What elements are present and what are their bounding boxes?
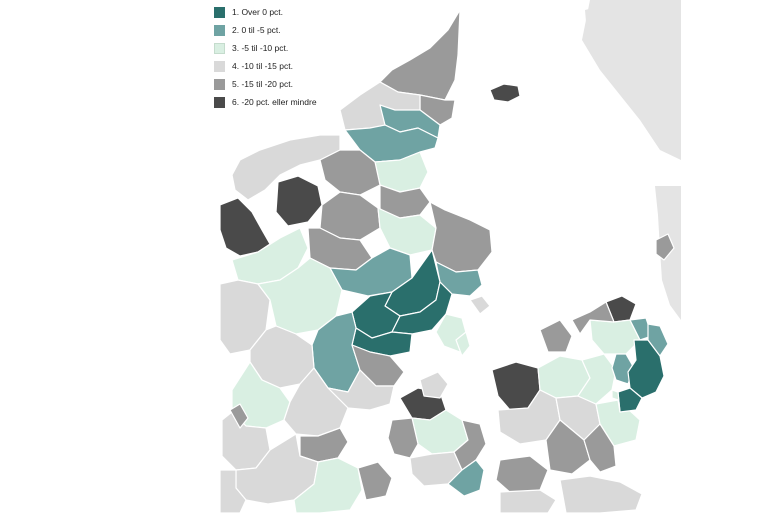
legend-swatch: [214, 42, 225, 54]
region-hedensted: [327, 369, 395, 411]
island-small-3: [469, 295, 491, 315]
region-lolland: [495, 455, 549, 495]
region-faxe: [583, 423, 617, 473]
coast-sweden-island: [655, 233, 675, 261]
legend-label: 2. 0 til -5 pct.: [232, 25, 281, 35]
legend-label: 1. Over 0 pct.: [232, 7, 284, 17]
island-anholt: [489, 83, 521, 103]
region-hillerod: [589, 319, 641, 355]
region-solrod: [611, 389, 621, 413]
right-frame: [681, 0, 770, 513]
legend-swatch: [214, 96, 225, 108]
legend-item: 5. -15 til -20 pct.: [214, 75, 374, 93]
region-gentofte: [647, 323, 669, 357]
region-roskilde: [577, 353, 617, 405]
region-halsnaes: [571, 301, 615, 335]
legend-swatch: [214, 60, 225, 72]
legend-item: 4. -10 til -15 pct.: [214, 57, 374, 75]
region-guldborgsund: [499, 489, 557, 513]
legend-item: 2. 0 til -5 pct.: [214, 21, 374, 39]
legend-item: 6. -20 pct. eller mindre: [214, 93, 374, 111]
legend-label: 3. -5 til -10 pct.: [232, 43, 289, 53]
region-skagen: [379, 9, 461, 101]
region-sonderborg: [357, 461, 393, 501]
region-herning: [257, 257, 343, 335]
legend-label: 5. -15 til -20 pct.: [232, 79, 293, 89]
region-svendborg: [447, 459, 485, 497]
legend-item: 1. Over 0 pct.: [214, 3, 374, 21]
island-north-east: [585, 5, 640, 80]
legend-item: 3. -5 til -10 pct.: [214, 39, 374, 57]
island-small-1: [455, 331, 471, 357]
region-odsherred: [539, 319, 573, 353]
region-kolding: [283, 367, 349, 437]
region-randers: [429, 201, 493, 273]
island-small-2: [229, 403, 249, 429]
legend-swatch: [214, 24, 225, 36]
legend-swatch: [214, 78, 225, 90]
region-thisted: [231, 134, 341, 201]
region-vordingborg: [559, 475, 643, 513]
island-samsoe: [419, 371, 449, 399]
map-legend: 1. Over 0 pct. 2. 0 til -5 pct. 3. -5 ti…: [214, 3, 374, 111]
legend-label: 4. -10 til -15 pct.: [232, 61, 293, 71]
region-silkeborg-north: [329, 247, 413, 297]
region-assens: [387, 417, 419, 459]
region-aabenraa: [293, 457, 363, 513]
legend-label: 6. -20 pct. eller mindre: [232, 97, 317, 107]
region-struer: [219, 197, 271, 257]
legend-swatch: [214, 6, 225, 18]
region-morsø: [275, 175, 323, 227]
region-tonder: [219, 469, 247, 513]
